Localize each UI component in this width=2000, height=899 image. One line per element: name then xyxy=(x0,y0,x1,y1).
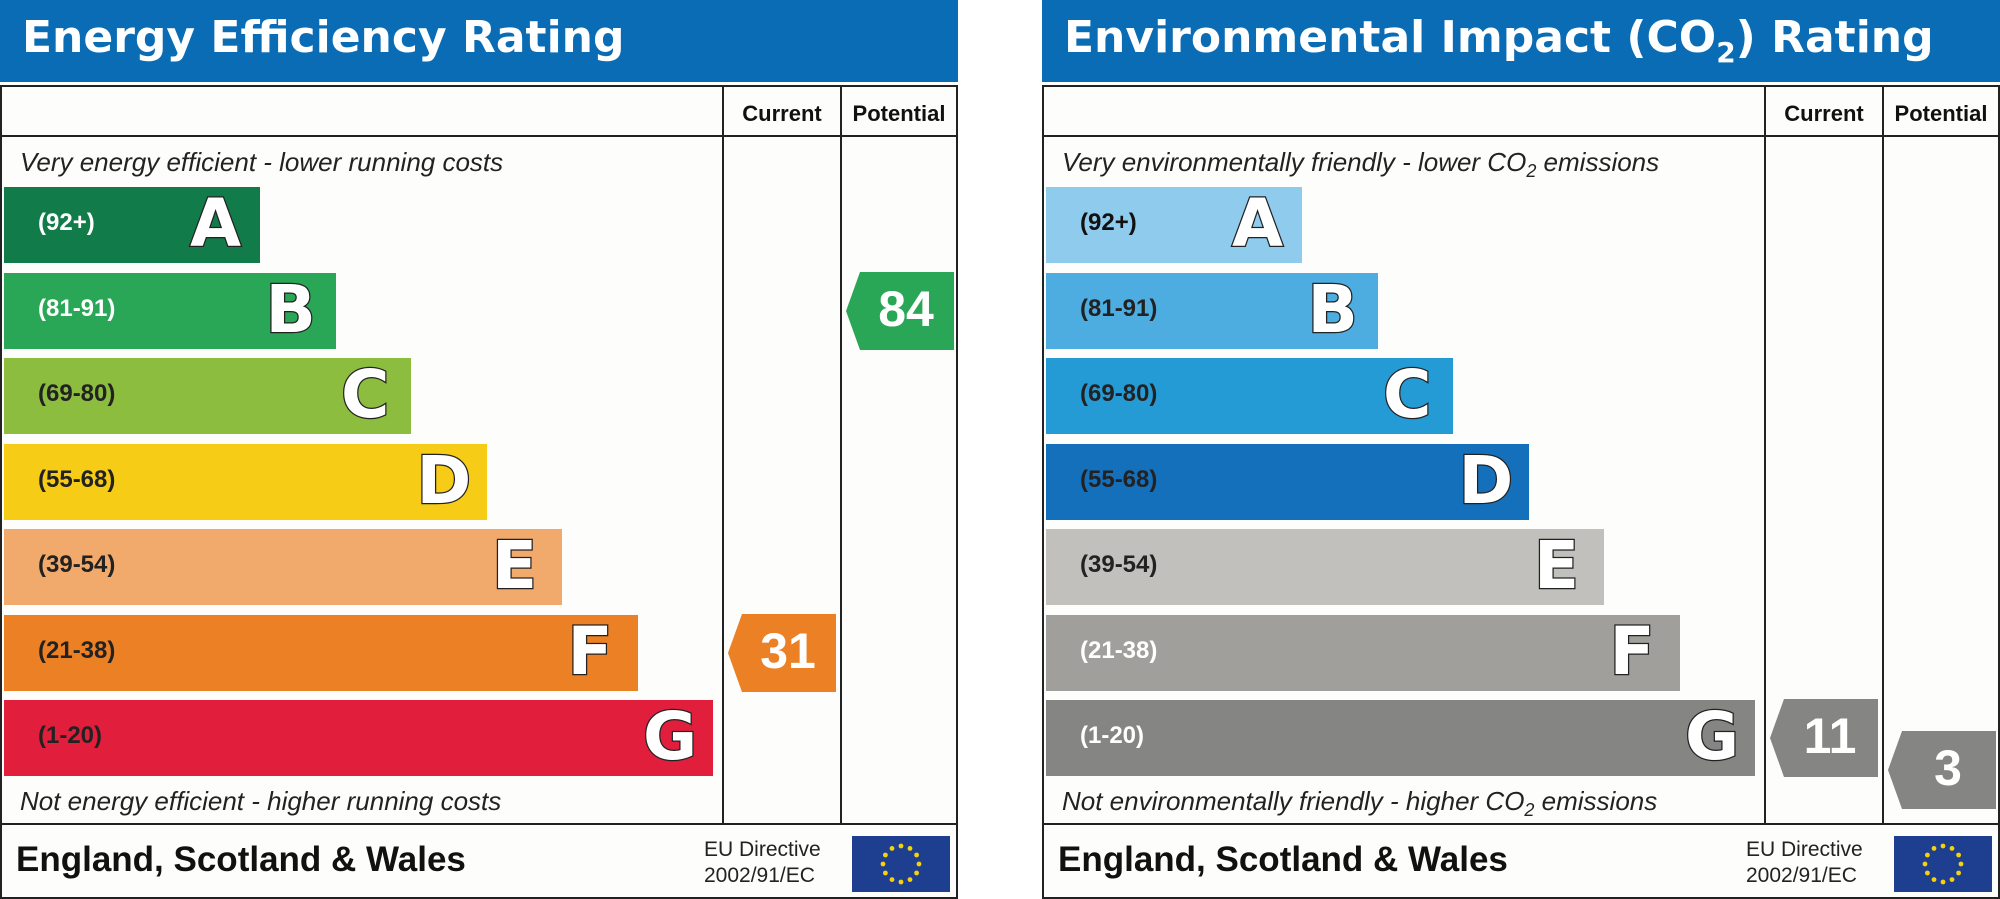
rating-value: 3 xyxy=(1934,740,1962,796)
column-header-potential: Potential xyxy=(1894,101,1988,126)
band-letter-label: G xyxy=(1684,697,1741,777)
eu-flag-icon xyxy=(1894,836,1992,892)
band-range-label: (39-54) xyxy=(1080,551,1158,578)
column-divider xyxy=(1882,87,1884,823)
band-letter-label: F xyxy=(1608,611,1656,691)
rating-arrow-potential: 84 xyxy=(846,271,954,350)
chart-title-bar: Energy Efficiency Rating xyxy=(0,0,958,82)
rating-arrow-current: 11 xyxy=(1770,699,1878,777)
header-divider xyxy=(2,135,956,137)
eu-directive-line1: EU Directive xyxy=(704,838,821,861)
column-divider xyxy=(1764,87,1766,823)
rating-band-a: (92+) A xyxy=(4,184,260,264)
column-divider xyxy=(840,87,842,823)
eu-directive-line2: 2002/91/EC xyxy=(1746,864,1857,887)
rating-band-c: (69-80) C xyxy=(1046,355,1453,435)
rating-band-g: (1-20) G xyxy=(1046,697,1755,777)
rating-band-e: (39-54) E xyxy=(4,526,562,606)
band-range-label: (81-91) xyxy=(1080,294,1158,322)
band-letter-label: A xyxy=(189,184,243,264)
band-range-label: (21-38) xyxy=(38,636,116,664)
band-letter-label: E xyxy=(1533,526,1581,606)
band-letter-label: B xyxy=(264,269,317,349)
rating-band-c: (69-80) C xyxy=(4,355,411,435)
band-letter-label: G xyxy=(642,697,699,777)
rating-arrow-current: 31 xyxy=(728,613,836,692)
bottom-caption: Not environmentally friendly - higher CO… xyxy=(1062,786,1658,821)
rating-arrow-potential: 3 xyxy=(1888,731,1996,809)
rating-value: 84 xyxy=(878,280,934,337)
eu-directive-line2: 2002/91/EC xyxy=(704,864,815,887)
top-caption: Very energy efficient - lower running co… xyxy=(20,147,504,177)
eu-flag-icon xyxy=(852,836,950,892)
environmental-impact-chart: Environmental Impact (CO2) Rating Curren… xyxy=(1042,0,2000,899)
chart-title: Environmental Impact (CO2) Rating xyxy=(1064,12,1934,69)
band-letter-label: D xyxy=(1457,440,1514,520)
band-range-label: (1-20) xyxy=(1080,722,1145,749)
band-range-label: (81-91) xyxy=(38,294,116,322)
rating-band-f: (21-38) F xyxy=(1046,611,1680,691)
rating-band-b: (81-91) B xyxy=(1046,269,1378,349)
band-range-label: (21-38) xyxy=(1080,636,1158,664)
rating-band-d: (55-68) D xyxy=(1046,440,1529,520)
band-range-label: (1-20) xyxy=(38,722,103,749)
rating-band-a: (92+) A xyxy=(1046,184,1302,264)
chart-title: Energy Efficiency Rating xyxy=(22,12,625,63)
rating-band-g: (1-20) G xyxy=(4,697,713,777)
footer-divider xyxy=(1044,823,1998,825)
band-letter-label: A xyxy=(1231,184,1285,264)
band-letter-label: C xyxy=(1382,355,1433,435)
column-header-current: Current xyxy=(1784,101,1864,126)
band-range-label: (92+) xyxy=(38,209,95,236)
band-letter-label: C xyxy=(340,355,391,435)
chart-frame: Current Potential Very energy efficient … xyxy=(0,85,958,899)
footer-divider xyxy=(2,823,956,825)
column-header-potential: Potential xyxy=(852,101,946,126)
band-range-label: (92+) xyxy=(1080,209,1137,236)
eu-directive-line1: EU Directive xyxy=(1746,838,1863,861)
bottom-caption: Not energy efficient - higher running co… xyxy=(20,786,502,816)
rating-value: 31 xyxy=(760,622,816,679)
energy-efficiency-chart: Energy Efficiency Rating Current Potenti… xyxy=(0,0,958,899)
chart-frame: Current Potential Very environmentally f… xyxy=(1042,85,2000,899)
rating-band-f: (21-38) F xyxy=(4,611,638,691)
rating-band-b: (81-91) B xyxy=(4,269,336,349)
band-letter-label: E xyxy=(491,526,539,606)
eu-directive-text: EU Directive 2002/91/EC xyxy=(704,837,821,889)
band-letter-label: F xyxy=(566,611,614,691)
rating-value: 11 xyxy=(1803,708,1857,764)
column-divider xyxy=(722,87,724,823)
band-letter-label: B xyxy=(1306,269,1359,349)
eu-directive-text: EU Directive 2002/91/EC xyxy=(1746,837,1863,889)
band-range-label: (55-68) xyxy=(38,465,116,493)
footer-country: England, Scotland & Wales xyxy=(1058,840,1508,879)
band-range-label: (69-80) xyxy=(38,380,116,407)
footer-country: England, Scotland & Wales xyxy=(16,840,466,879)
band-letter-label: D xyxy=(415,440,472,520)
band-range-label: (55-68) xyxy=(1080,465,1158,493)
band-range-label: (69-80) xyxy=(1080,380,1158,407)
band-range-label: (39-54) xyxy=(38,551,116,578)
header-divider xyxy=(1044,135,1998,137)
chart-title-bar: Environmental Impact (CO2) Rating xyxy=(1042,0,2000,82)
rating-band-e: (39-54) E xyxy=(1046,526,1604,606)
top-caption: Very environmentally friendly - lower CO… xyxy=(1062,147,1660,182)
column-header-current: Current xyxy=(742,101,822,126)
rating-band-d: (55-68) D xyxy=(4,440,487,520)
